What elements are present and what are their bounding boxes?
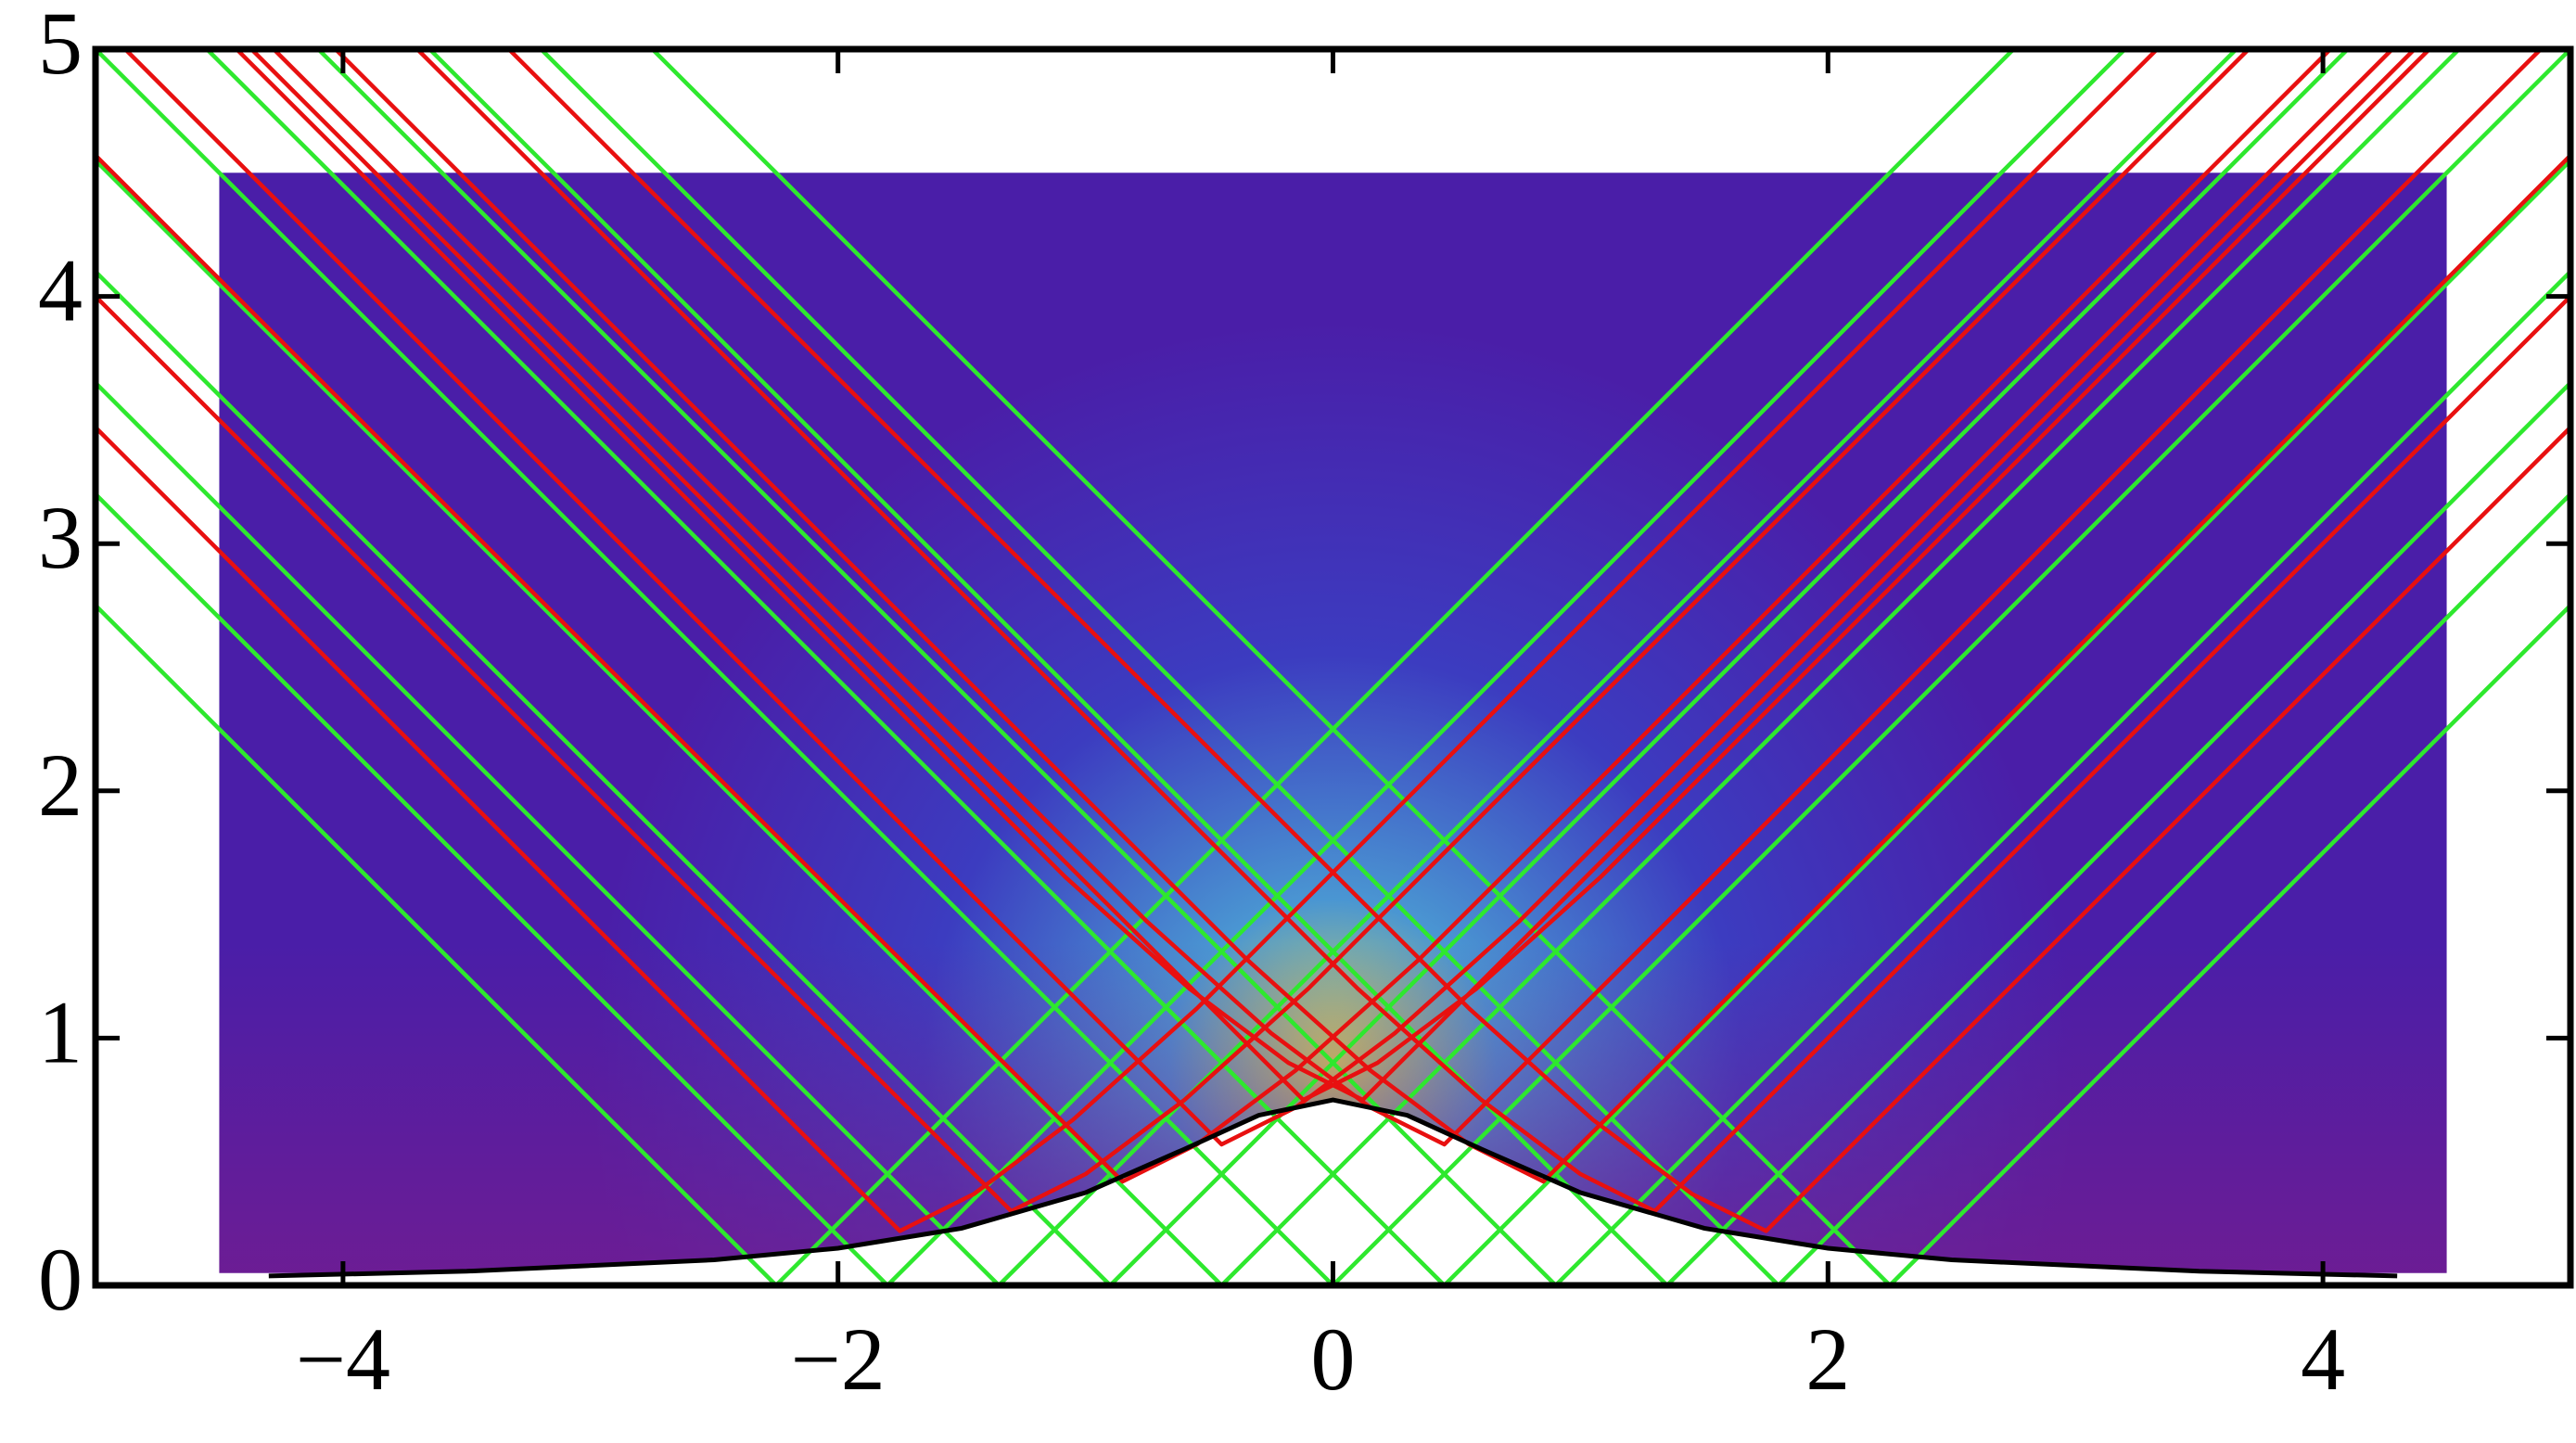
density-shade [219,172,2447,1273]
red-ray [123,49,2394,1147]
plot-area [96,49,2570,1285]
green-ray [1888,604,2570,1285]
green-ray [96,604,778,1285]
green-ray [316,49,1558,1285]
x-tick-label: 2 [1805,1309,1850,1409]
curve-underside [219,1100,2447,1285]
green-ray [1331,49,2570,1285]
green-ray [1219,49,2461,1285]
red-ray [96,49,2159,1233]
green-ray [96,270,1112,1285]
x-tick-label: 4 [2301,1309,2345,1409]
green-ray [205,49,1447,1285]
red-ray [249,49,2431,1103]
x-tick-label: −2 [791,1309,886,1409]
boundary-curve [268,1097,2398,1279]
y-tick-label: 3 [38,488,83,587]
green-ray [886,49,2127,1285]
green-ray [96,159,1223,1285]
red-ray [334,49,2570,1184]
y-tick-label: 5 [38,0,83,93]
red-ray [96,49,2332,1184]
green-ray [96,381,1001,1285]
red-ray [415,49,2570,1214]
green-ray [1665,381,2570,1285]
green-ray [1554,270,2570,1285]
green-ray [1777,492,2570,1285]
red-ray [96,49,2251,1214]
green-ray [96,492,889,1285]
y-tick-label: 4 [38,241,83,340]
y-tick-label: 1 [38,982,83,1081]
red-ray [507,49,2570,1233]
green-ray [650,49,1892,1285]
green-ray [1108,49,2350,1285]
green-ray [774,49,2016,1285]
y-tick-label: 0 [38,1230,83,1329]
green-ray [96,49,1335,1285]
red-ray [272,49,2543,1147]
green-ray [539,49,1780,1285]
y-tick-label: 2 [38,735,83,835]
x-tick-label: 0 [1311,1309,1356,1409]
red-ray [235,49,2417,1103]
green-ray [1443,159,2570,1285]
x-tick-label: −4 [296,1309,390,1409]
